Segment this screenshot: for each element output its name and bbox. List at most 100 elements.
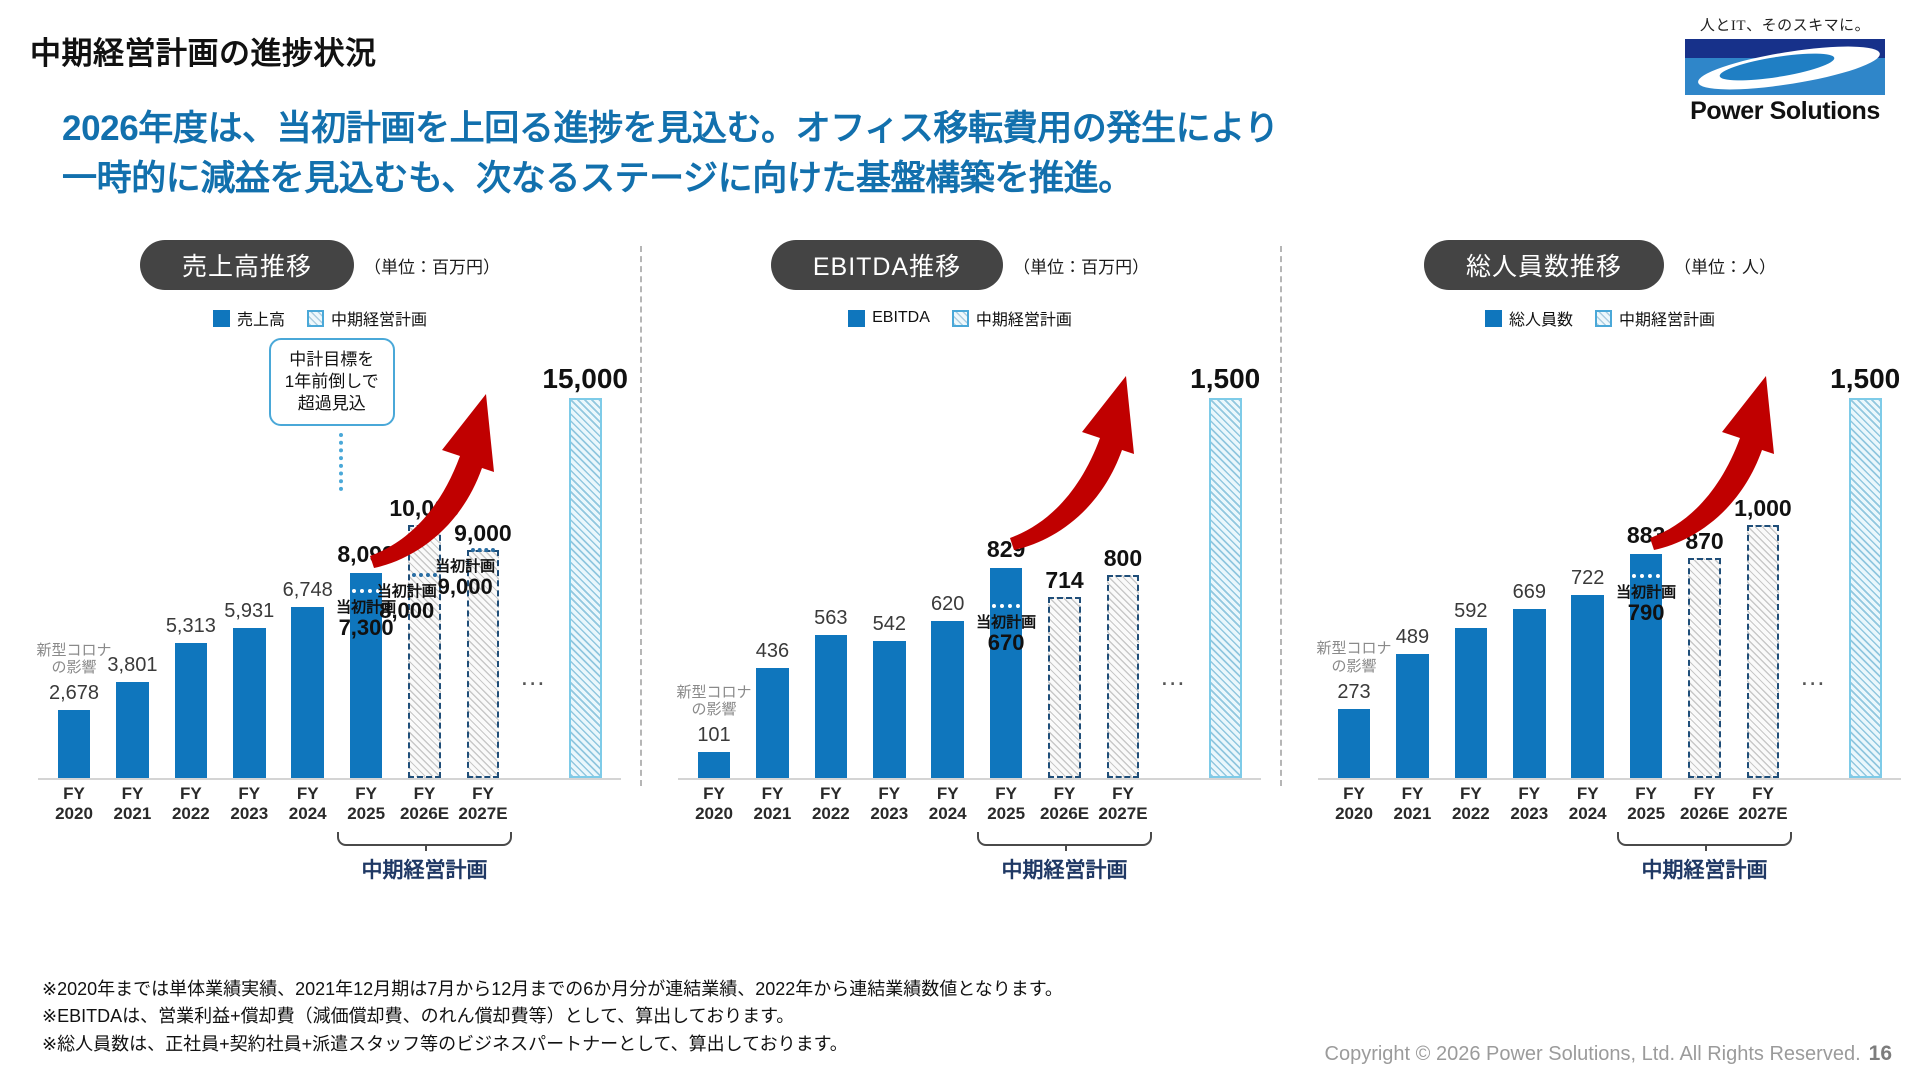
panel-title-pill: 総人員数推移 xyxy=(1423,240,1664,290)
bar-slot-FY2026E: 870 xyxy=(1675,338,1733,778)
page-title: 中期経営計画の進捗状況 xyxy=(30,36,377,71)
bar-FY2023: 5,931 xyxy=(224,600,274,778)
mid-term-plan-bracket-label: 中期経営計画 xyxy=(1641,859,1768,882)
tick-line-1: FY xyxy=(1401,784,1424,803)
tick-line-2: 2024 xyxy=(928,804,967,824)
logo-wordmark: Power Solutions xyxy=(1690,97,1880,125)
bar-FY2022: 563 xyxy=(814,607,848,778)
tick-line-2: 2026E xyxy=(1679,804,1730,824)
tick-line-2: 2022 xyxy=(811,804,850,824)
chart-legend: 総人員数 中期経営計画 xyxy=(1280,306,1920,330)
tick-FY2025: FY 2025 xyxy=(337,784,395,834)
bar-slot-FY2026E: 10,000 当初計画 8,000 xyxy=(377,338,460,778)
bar-value-label: 273 xyxy=(1337,680,1371,703)
tick-FY2030E xyxy=(1196,784,1254,834)
tick-line-2: 2022 xyxy=(171,804,210,824)
bar-slot-FY2020: 273 新型コロナ の影響 xyxy=(1316,338,1392,778)
mid-term-plan-bracket-label: 中期経営計画 xyxy=(361,859,488,882)
bar-value-label: 2,678 xyxy=(48,682,100,705)
bar-slot-FY2024: 620 xyxy=(918,338,976,778)
tick-FY2020: FY 2020 xyxy=(45,784,103,834)
covid-note-line-2: の影響 xyxy=(1331,657,1377,675)
covid-impact-note: 新型コロナ の影響 xyxy=(1316,640,1391,675)
legend-label: 売上高 xyxy=(236,312,285,329)
growth-arrow-icon xyxy=(1649,376,1774,550)
tick-gap xyxy=(1792,784,1836,834)
growth-arrow-icon xyxy=(369,394,494,568)
original-plan-note: 当初計画 7,300 xyxy=(336,600,396,639)
bar-slot-FY2024: 6,748 xyxy=(278,338,336,778)
tick-line-1: FY xyxy=(1053,784,1076,803)
original-plan-label: 当初計画 xyxy=(1616,584,1677,602)
bar-value-label: 1,000 xyxy=(1734,494,1792,521)
legend-item-0: 売上高 xyxy=(212,306,285,330)
bar-FY2021: 3,801 xyxy=(107,654,157,778)
legend-item-0: 総人員数 xyxy=(1484,306,1573,330)
x-axis-line xyxy=(1318,778,1901,780)
legend-swatch-actual-icon xyxy=(1484,309,1502,327)
callout-line-2: 1年前倒しで xyxy=(284,372,379,392)
page-number: 16 xyxy=(1868,1042,1892,1065)
original-plan-marker xyxy=(352,589,380,594)
legend-swatch-plan-icon xyxy=(951,309,969,327)
bar-value-label: 542 xyxy=(872,612,906,635)
bar-FY2023: 669 xyxy=(1513,581,1546,778)
tick-line-1: FY xyxy=(1459,784,1482,803)
original-plan-value: 7,300 xyxy=(338,614,394,640)
original-plan-value: 8,000 xyxy=(379,598,435,624)
tick-FY2026E: FY 2026E xyxy=(1675,784,1733,834)
tick-FY2025: FY 2025 xyxy=(1617,784,1675,834)
covid-note-line-1: 新型コロナ xyxy=(36,641,112,659)
plot-area: 2,678 新型コロナ の影響 3,801 5,313 5,931 6,748 8,099 当初… xyxy=(0,328,640,882)
bar-FY2030E: 1,500 xyxy=(1830,363,1900,778)
callout-line-1: 中計目標を xyxy=(289,350,375,369)
callout-line-3: 超過見込 xyxy=(297,394,366,414)
x-axis-line xyxy=(38,778,621,780)
bar-slot-FY2023: 669 xyxy=(1500,338,1558,778)
legend-item-0: EBITDA xyxy=(848,309,930,327)
mid-term-plan-bracket xyxy=(1616,832,1793,851)
bar-value-label: 592 xyxy=(1454,600,1488,623)
panel-unit-label: （単位：百万円） xyxy=(1013,257,1150,277)
legend-label: 中期経営計画 xyxy=(331,312,428,329)
tick-FY2023: FY 2023 xyxy=(860,784,918,834)
chart-panels: 売上高推移 （単位：百万円） 売上高 中期経営計画 2,678 新型コロナ の影響 3,801… xyxy=(0,232,1920,972)
tick-FY2025: FY 2025 xyxy=(977,784,1035,834)
panel-header: 売上高推移 （単位：百万円） xyxy=(0,240,640,290)
tick-FY2027E: FY 2027E xyxy=(454,784,512,834)
bar-slot-FY2023: 5,931 xyxy=(220,338,278,778)
legend-label: 総人員数 xyxy=(1508,312,1573,329)
tick-gap xyxy=(512,784,556,834)
bar-FY2020: 273 新型コロナ の影響 xyxy=(1316,640,1392,778)
legend-swatch-plan-icon xyxy=(1595,309,1612,327)
tick-FY2030E xyxy=(1836,784,1894,834)
legend-item-1: 中期経営計画 xyxy=(307,306,427,330)
original-plan-label: 当初計画 xyxy=(435,558,496,576)
tick-line-1: FY xyxy=(1518,784,1541,803)
tick-line-2: 2021 xyxy=(753,804,792,824)
tick-line-2: 2025 xyxy=(987,804,1026,824)
tick-line-1: FY xyxy=(1576,784,1599,803)
bar-value-label: 6,748 xyxy=(282,579,333,602)
bar-slot-FY2021: 489 xyxy=(1383,338,1441,778)
bar-slot-FY2022: 5,313 xyxy=(162,338,220,778)
bar-group: 101 新型コロナ の影響 436 563 542 620 829 当初計画 670 714 800…… xyxy=(676,338,1260,778)
bar-FY2024: 6,748 xyxy=(283,579,333,778)
bar-slot-FY2022: 563 xyxy=(802,338,860,778)
bar-FY2030E: 15,000 xyxy=(542,363,628,778)
bar-value-label: 722 xyxy=(1571,567,1605,590)
panel-title-pill: 売上高推移 xyxy=(139,240,354,290)
bar-slot-FY2025: 883 当初計画 790 xyxy=(1616,338,1677,778)
original-plan-label: 当初計画 xyxy=(976,614,1037,632)
covid-note-line-1: 新型コロナ xyxy=(676,683,752,701)
covid-note-line-1: 新型コロナ xyxy=(1316,640,1392,658)
legend-label: 中期経営計画 xyxy=(975,312,1072,329)
original-plan-label: 当初計画 xyxy=(376,582,437,600)
panel-unit-label: （単位：百万円） xyxy=(364,257,500,277)
panel-header: EBITDA推移 （単位：百万円） xyxy=(640,240,1280,290)
tick-FY2024: FY 2024 xyxy=(918,784,976,834)
tick-FY2027E: FY 2027E xyxy=(1094,784,1152,834)
tick-line-1: FY xyxy=(1635,784,1657,803)
chart-panel-headcount: 総人員数推移 （単位：人） 総人員数 中期経営計画 273 新型コロナ の影響 489 592 6… xyxy=(1280,232,1920,972)
mid-term-plan-bracket-label: 中期経営計画 xyxy=(1001,859,1128,882)
